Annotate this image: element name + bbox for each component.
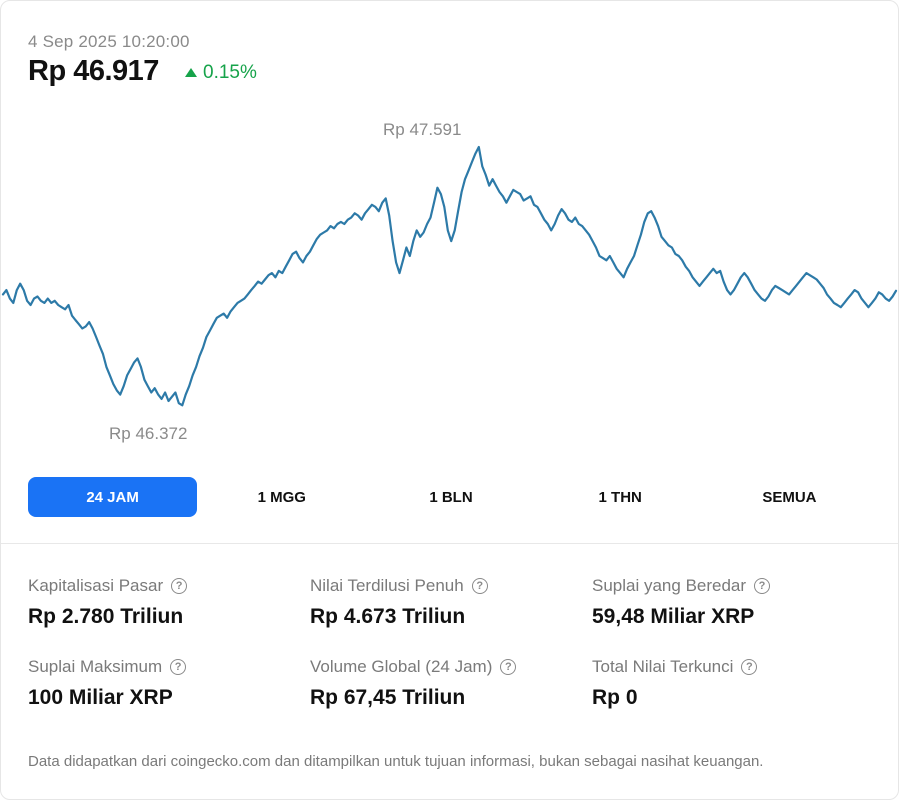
stat-label: Nilai Terdilusi Penuh <box>310 576 464 595</box>
tab-1w[interactable]: 1 MGG <box>257 488 306 506</box>
stat-value: Rp 2.780 Triliun <box>28 605 184 628</box>
stat-value: 59,48 Miliar XRP <box>592 605 755 628</box>
stat-max-supply: Suplai Maksimum? 100 Miliar XRP <box>28 655 310 710</box>
help-icon[interactable]: ? <box>741 659 758 675</box>
stat-global-volume: Volume Global (24 Jam)? Rp 67,45 Triliun <box>310 655 592 710</box>
tab-all[interactable]: SEMUA <box>762 488 817 506</box>
stats-grid: Kapitalisasi Pasar? Rp 2.780 Triliun Nil… <box>28 574 874 710</box>
up-triangle-icon <box>185 68 197 77</box>
tab-24h[interactable]: 24 JAM <box>28 477 198 517</box>
timestamp: 4 Sep 2025 10:20:00 <box>28 32 190 51</box>
help-icon[interactable]: ? <box>171 578 188 594</box>
stat-label: Kapitalisasi Pasar <box>28 576 164 595</box>
stat-label: Volume Global (24 Jam) <box>310 657 493 676</box>
stat-value: Rp 4.673 Triliun <box>310 605 466 628</box>
timeframe-tabs: 24 JAM 1 MGG 1 BLN 1 THN SEMUA <box>28 477 874 517</box>
price-change: 0.15% <box>185 62 257 84</box>
disclaimer: Data didapatkan dari coingecko.com dan d… <box>28 753 764 770</box>
help-icon[interactable]: ? <box>471 578 488 594</box>
help-icon[interactable]: ? <box>754 578 771 594</box>
divider <box>1 543 898 544</box>
stat-circulating-supply: Suplai yang Beredar? 59,48 Miliar XRP <box>592 574 874 629</box>
current-price: Rp 46.917 <box>28 55 159 87</box>
stat-value: Rp 0 <box>592 686 638 709</box>
tab-1y[interactable]: 1 THN <box>598 488 642 506</box>
price-line <box>1 145 898 407</box>
help-icon[interactable]: ? <box>500 659 517 675</box>
tab-1m[interactable]: 1 BLN <box>429 488 473 506</box>
chart-low-label: Rp 46.372 <box>109 424 188 443</box>
price-change-value: 0.15% <box>203 62 257 83</box>
stat-total-value-locked: Total Nilai Terkunci? Rp 0 <box>592 655 874 710</box>
price-chart[interactable] <box>1 101 898 461</box>
stat-label: Total Nilai Terkunci <box>592 657 734 676</box>
stat-label: Suplai Maksimum <box>28 657 163 676</box>
chart-high-label: Rp 47.591 <box>383 120 462 139</box>
stat-fully-diluted: Nilai Terdilusi Penuh? Rp 4.673 Triliun <box>310 574 592 629</box>
stat-value: 100 Miliar XRP <box>28 686 173 709</box>
stat-label: Suplai yang Beredar <box>592 576 747 595</box>
stat-value: Rp 67,45 Triliun <box>310 686 466 709</box>
help-icon[interactable]: ? <box>170 659 187 675</box>
stat-market-cap: Kapitalisasi Pasar? Rp 2.780 Triliun <box>28 574 310 629</box>
